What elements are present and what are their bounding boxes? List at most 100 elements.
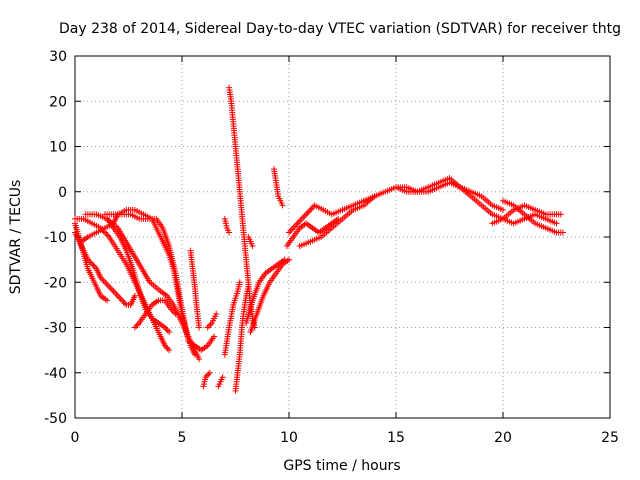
y-tick-label: -10 [44, 230, 67, 246]
data-point [90, 262, 97, 269]
data-point [103, 230, 110, 237]
data-point [301, 212, 308, 219]
y-tick-label: 20 [49, 94, 67, 110]
x-tick-label: 20 [494, 430, 512, 446]
series-arc-15 [226, 84, 258, 331]
data-point [164, 345, 171, 352]
data-point [559, 229, 566, 236]
data-point [121, 300, 128, 307]
series-arc-8 [101, 211, 192, 345]
data-point [281, 256, 288, 263]
chart-title: Day 238 of 2014, Sidereal Day-to-day VTE… [59, 21, 621, 37]
data-point [103, 280, 110, 287]
data-point [166, 347, 173, 354]
y-tick-label: 10 [49, 140, 67, 156]
data-point [104, 282, 111, 289]
y-tick-label: -50 [44, 411, 67, 427]
data-point [134, 321, 141, 328]
data-point [120, 298, 127, 305]
series-arc-21 [271, 166, 286, 209]
data-point [131, 324, 138, 331]
data-point [305, 208, 312, 215]
series-arc-27 [500, 197, 566, 236]
y-tick-label: -40 [44, 366, 67, 382]
x-tick-label: 5 [178, 430, 187, 446]
data-point [213, 310, 220, 317]
data-point [106, 283, 113, 290]
data-point [303, 211, 310, 218]
data-point [371, 193, 378, 200]
data-point [116, 294, 123, 301]
series-arc-26 [489, 202, 564, 227]
data-point [236, 279, 243, 286]
x-tick-label: 25 [601, 430, 619, 446]
data-point [557, 211, 564, 218]
data-point [104, 232, 111, 239]
axis-ticks: 0 5 10 15 20 25 -50 -40 -30 -20 -10 0 10 20 30 [44, 49, 619, 446]
series-arc-11 [187, 247, 203, 331]
data-point [100, 277, 107, 284]
data-point [300, 214, 307, 221]
data-point [304, 209, 311, 216]
data-point [117, 295, 124, 302]
data-point [104, 297, 111, 304]
series-arc-19 [243, 256, 288, 326]
y-tick-label: -20 [44, 275, 67, 291]
series-arc-7 [131, 297, 179, 331]
data-point [287, 227, 294, 234]
series-arc-5 [82, 211, 203, 363]
data-point [196, 356, 203, 363]
data-point [226, 229, 233, 236]
data-point [291, 223, 298, 230]
data-point [119, 297, 126, 304]
data-point [110, 288, 117, 295]
series-arc-6 [104, 215, 173, 336]
series-arc-9 [185, 333, 218, 354]
data-point [249, 243, 256, 250]
data-point [164, 327, 171, 334]
x-tick-label: 15 [387, 430, 405, 446]
data-point [279, 202, 286, 209]
series-arc-17 [232, 283, 252, 394]
data-marks [72, 84, 566, 394]
data-point [113, 291, 120, 298]
data-point [206, 322, 213, 329]
data-point [286, 229, 292, 236]
data-point [500, 206, 506, 213]
data-point [109, 286, 116, 293]
data-point [245, 283, 252, 290]
y-tick-label: 0 [58, 185, 67, 201]
data-point [166, 329, 173, 336]
data-point [172, 310, 179, 317]
data-point [297, 217, 304, 224]
data-point [206, 369, 213, 376]
y-tick-label: -30 [44, 321, 67, 337]
data-point [290, 224, 297, 231]
data-point [205, 371, 212, 378]
series-arc-25 [393, 175, 560, 227]
series-arc-13 [215, 374, 226, 390]
data-point [107, 285, 114, 292]
data-point [288, 226, 295, 233]
data-point [219, 374, 226, 381]
data-point [133, 322, 140, 329]
x-tick-label: 0 [71, 430, 80, 446]
data-point [204, 324, 211, 331]
series-arc-16 [221, 279, 243, 358]
data-point [553, 220, 560, 227]
series-arc-20 [245, 234, 256, 250]
y-axis-title: SDTVAR / TECUs [8, 180, 24, 295]
x-tick-label: 10 [280, 430, 298, 446]
data-point [298, 215, 305, 222]
data-point [131, 292, 138, 299]
data-point [196, 324, 203, 331]
series-arc-12 [200, 369, 213, 390]
series-arc-24 [296, 193, 378, 250]
data-point [163, 326, 170, 333]
series-arc-14 [221, 215, 233, 236]
grid [75, 56, 610, 418]
data-point [114, 292, 121, 299]
data-point [307, 206, 314, 213]
data-point [101, 279, 108, 286]
